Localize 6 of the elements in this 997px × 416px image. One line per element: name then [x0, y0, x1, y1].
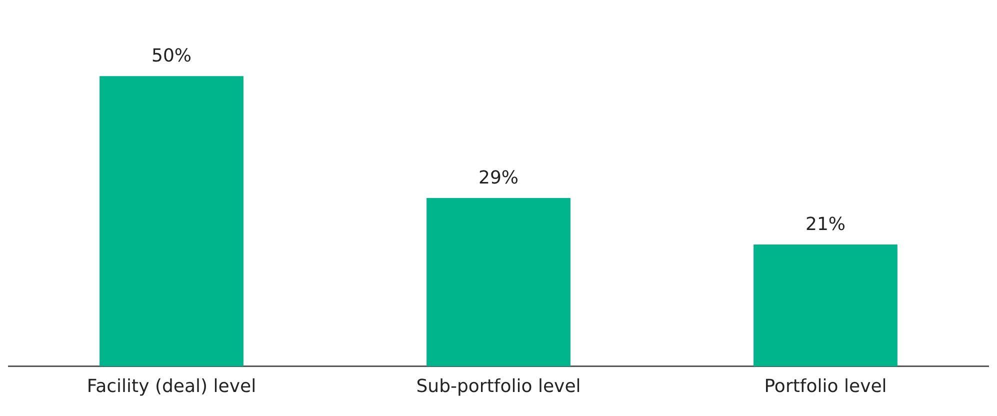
data-label: 50%: [151, 46, 192, 67]
data-label: 21%: [805, 214, 846, 236]
data-label: 29%: [478, 168, 519, 189]
x-tick-label: Sub-portfolio level: [416, 376, 581, 397]
x-tick-label: Facility (deal) level: [86, 376, 256, 397]
x-tick-label: Portfolio level: [764, 376, 887, 397]
